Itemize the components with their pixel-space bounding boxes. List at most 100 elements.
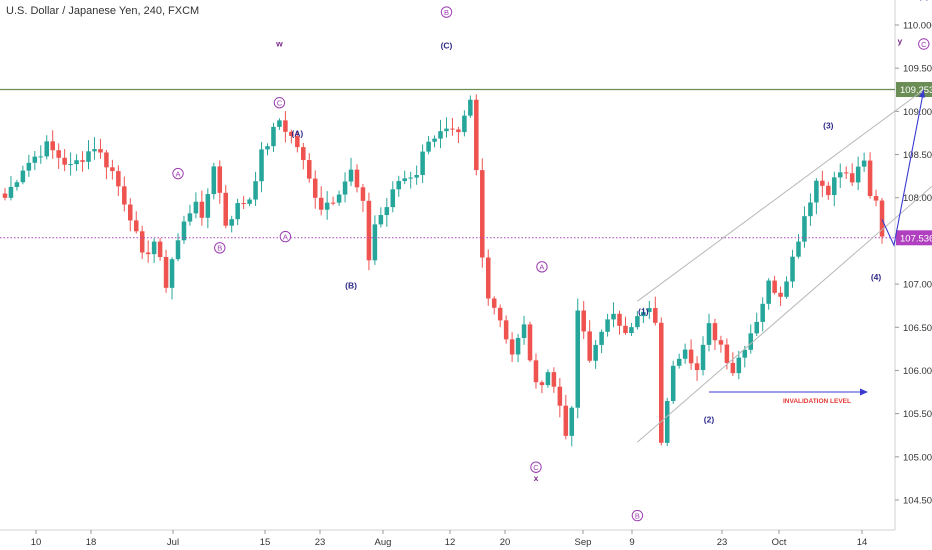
candle-body — [491, 298, 497, 308]
candle-body — [175, 240, 181, 260]
candle-body — [635, 316, 640, 328]
candle-body — [623, 325, 628, 334]
candle-body — [396, 181, 402, 190]
candle-body — [32, 156, 38, 163]
resistance-price-label: 109.253 — [900, 85, 932, 96]
candle-body — [670, 365, 676, 402]
candle-body — [8, 186, 14, 198]
candle-body — [682, 349, 688, 359]
candle-body — [50, 141, 55, 151]
candle-body — [587, 331, 592, 361]
candle-body — [342, 181, 348, 195]
candle-body — [366, 200, 372, 261]
candle-body — [62, 157, 67, 165]
x-tick-label: 12 — [445, 537, 456, 548]
candle-body — [617, 313, 622, 326]
x-tick-label: 9 — [629, 537, 634, 548]
candle-body — [450, 128, 455, 130]
wave-circle-label: B — [444, 8, 449, 17]
candle-body — [74, 160, 79, 165]
candle-body — [98, 149, 103, 153]
x-tick-label: 14 — [857, 537, 868, 548]
candle-body — [283, 120, 288, 132]
candle-body — [802, 216, 807, 242]
wave-label: (C) — [441, 40, 453, 50]
wave-circle-marker — [440, 6, 453, 18]
candle-body — [378, 215, 384, 225]
candle-body — [772, 280, 777, 293]
y-tick-label: 106.000 — [903, 366, 932, 377]
candle-body — [742, 349, 748, 358]
candle-body — [808, 202, 813, 217]
wave-circle-marker — [214, 242, 226, 254]
candle-body — [611, 313, 616, 320]
chart-title: U.S. Dollar / Japanese Yen, 240, FXCM — [6, 5, 200, 17]
current-price-label: 107.536 — [900, 233, 932, 244]
y-tick-label: 109.000 — [903, 107, 932, 118]
wave-circle-label: A — [175, 169, 180, 178]
y-tick-label: 107.000 — [903, 280, 932, 291]
y-tick-label: 105.500 — [903, 409, 932, 420]
candle-body — [360, 187, 366, 201]
candle-body — [849, 173, 855, 183]
projection-path — [881, 89, 925, 248]
x-tick-label: Sep — [575, 537, 592, 548]
candle-body — [688, 349, 694, 364]
candle-body — [581, 310, 586, 332]
candle-body — [157, 241, 163, 257]
candle-body — [92, 149, 97, 152]
candle-body — [151, 241, 157, 255]
wave-label: (B) — [345, 280, 357, 290]
candle-body — [820, 180, 825, 186]
candle-body — [390, 189, 396, 208]
wave-label: x — [534, 473, 539, 483]
wave-circle-marker — [273, 97, 286, 109]
candle-body — [861, 160, 867, 167]
candle-body — [647, 308, 652, 312]
invalidation-label: INVALIDATION LEVEL — [783, 398, 851, 405]
candle-body — [122, 186, 127, 205]
candle-body — [181, 221, 187, 241]
candle-body — [330, 202, 336, 204]
candle-body — [497, 307, 503, 321]
candle-body — [211, 166, 217, 195]
wave-label: (3) — [823, 121, 834, 131]
candle-body — [778, 292, 783, 297]
wave-label: (5) — [919, 0, 930, 1]
candle-body — [372, 224, 378, 261]
candle-body — [68, 164, 73, 166]
candle-body — [593, 344, 598, 361]
candle-body — [44, 141, 50, 157]
candle-body — [193, 201, 199, 214]
candle-body — [736, 357, 742, 374]
wave-circle-label: B — [217, 244, 222, 253]
candle-body — [420, 151, 425, 176]
wave-label: (4) — [871, 272, 882, 282]
x-tick-label: Oct — [772, 537, 787, 548]
candle-body — [145, 252, 151, 255]
wave-circle-label: A — [283, 232, 288, 241]
y-tick-label: 108.500 — [903, 150, 932, 161]
candle-body — [766, 280, 771, 304]
candle-body — [468, 99, 473, 116]
candle-body — [38, 156, 44, 158]
candle-body — [312, 178, 318, 198]
candle-body — [301, 147, 306, 161]
candle-body — [20, 170, 26, 183]
x-tick-label: 10 — [31, 537, 42, 548]
candle-body — [873, 196, 879, 201]
candle-body — [843, 172, 849, 174]
candle-body — [533, 360, 539, 383]
candle-body — [629, 327, 634, 334]
candle-body — [116, 171, 121, 187]
candle-body — [676, 358, 682, 366]
wave-label: (2) — [704, 414, 715, 424]
y-tick-label: 110.000 — [903, 21, 932, 32]
wave-label: y — [898, 36, 903, 46]
candle-body — [318, 197, 324, 210]
candle-body — [575, 310, 581, 408]
candle-body — [658, 322, 664, 443]
candle-body — [259, 149, 264, 182]
x-tick-label: Jul — [167, 537, 179, 548]
